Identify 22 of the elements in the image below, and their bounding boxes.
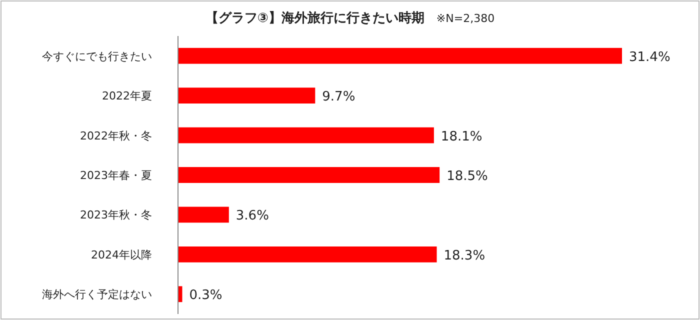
y-tick-label: 海外へ行く予定はない	[42, 288, 152, 302]
y-tick-label: 2022年秋・冬	[80, 129, 152, 142]
bar	[178, 167, 440, 183]
data-label: 3.6%	[236, 208, 269, 224]
y-tick-label: 2024年以降	[91, 248, 152, 262]
bar	[178, 246, 437, 262]
bar	[178, 88, 316, 104]
chart-title: 【グラフ③】海外旅行に行きたい時期	[205, 10, 424, 26]
y-tick-label: 2023年春・夏	[80, 169, 152, 182]
y-tick-label: 2023年秋・冬	[80, 208, 152, 222]
data-label: 18.3%	[444, 248, 486, 264]
bar	[178, 206, 229, 223]
bar	[178, 127, 434, 144]
data-label: 9.7%	[322, 90, 356, 105]
y-tick-label: 2022年夏	[102, 90, 152, 103]
bar	[178, 48, 622, 64]
data-label: 18.5%	[446, 169, 488, 184]
data-label: 18.1%	[440, 129, 482, 144]
data-label: 31.4%	[629, 50, 670, 65]
chart-subtitle: ※N=2,380	[436, 12, 495, 25]
y-tick-label: 今すぐにでも行きたい	[42, 50, 152, 63]
data-label: 0.3%	[189, 288, 222, 304]
